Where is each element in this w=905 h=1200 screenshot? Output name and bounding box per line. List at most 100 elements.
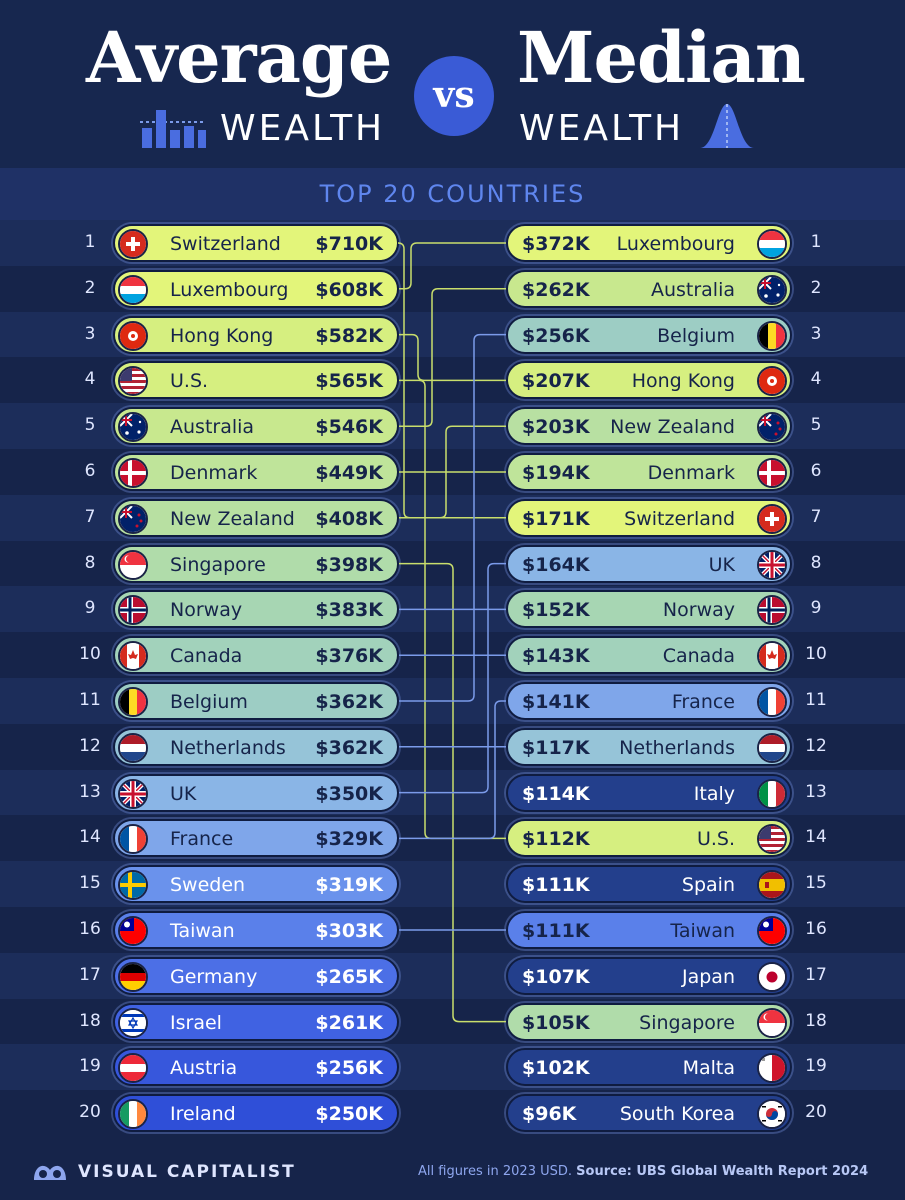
median-value-label: $203K (522, 416, 590, 439)
median-rank: 18 (805, 1010, 827, 1031)
average-rank: 12 (79, 735, 101, 756)
average-rank: 1 (84, 232, 96, 252)
title-median: Median (517, 16, 806, 99)
subtitle-wealth-left: WEALTH (220, 108, 386, 149)
median-rank: 19 (805, 1056, 827, 1077)
median-bar: $152K Norway (506, 590, 792, 629)
average-value-label: $408K (315, 507, 383, 530)
connector-uk (399, 562, 506, 794)
average-country-label: New Zealand (170, 507, 295, 530)
average-value-label: $256K (315, 1057, 383, 1080)
median-rank: 15 (805, 873, 827, 894)
median-value-label: $262K (522, 278, 590, 301)
average-bar: Taiwan $303K (113, 911, 399, 949)
flag-at-icon (118, 1053, 148, 1084)
median-rank: 1 (810, 232, 822, 252)
median-bar: $141K France (506, 682, 792, 720)
flag-nz-icon (757, 412, 787, 443)
footer-note: All figures in 2023 USD. Source: UBS Glo… (418, 1164, 868, 1179)
flag-es-icon (757, 870, 787, 901)
average-value-label: $398K (315, 553, 383, 576)
median-country-label: Switzerland (624, 507, 735, 530)
average-country-label: Netherlands (170, 736, 286, 759)
median-value-label: $107K (522, 965, 590, 988)
average-rank: 7 (84, 506, 96, 527)
flag-nl-icon (757, 732, 787, 763)
average-bar: Canada $376K (113, 636, 399, 675)
average-country-label: Canada (170, 645, 243, 668)
average-rank: 5 (84, 415, 96, 436)
median-bar: $102K Malta (506, 1048, 792, 1087)
median-rank: 10 (805, 644, 827, 665)
median-bar: $203K New Zealand (506, 407, 792, 446)
average-bar: Hong Kong $582K (113, 315, 399, 354)
average-value-label: $261K (315, 1011, 383, 1034)
median-rank: 20 (805, 1102, 827, 1123)
average-bar: Norway $383K (113, 590, 399, 629)
average-country-label: Australia (170, 416, 255, 439)
average-country-label: Denmark (170, 462, 258, 484)
median-rank: 14 (805, 827, 827, 848)
flag-hk-icon (757, 366, 787, 397)
median-value-label: $207K (522, 370, 590, 393)
median-bar: $114K Italy (506, 773, 792, 812)
flag-sg-icon (118, 549, 148, 580)
average-value-label: $265K (315, 965, 383, 988)
average-value-label: $362K (315, 691, 383, 713)
subtitle-wealth-right: WEALTH (519, 108, 685, 149)
average-country-label: Austria (170, 1057, 238, 1080)
flag-us-icon (757, 824, 787, 855)
median-bar: $117K Netherlands (506, 727, 792, 766)
median-rank: 11 (805, 690, 827, 710)
median-country-label: Spain (681, 874, 735, 897)
flag-jp-icon (757, 961, 787, 992)
average-rank: 13 (79, 781, 101, 802)
flag-be-icon (118, 687, 148, 717)
average-rank: 2 (84, 277, 96, 298)
median-country-label: New Zealand (610, 416, 735, 439)
average-bar: Denmark $449K (113, 453, 399, 491)
median-rank: 3 (810, 323, 822, 344)
average-rank: 18 (79, 1010, 101, 1031)
average-value-label: $376K (315, 645, 383, 668)
median-bar: $111K Spain (506, 865, 792, 904)
median-bar: $112K U.S. (506, 819, 792, 858)
average-rank: 11 (79, 690, 101, 710)
average-bar: Sweden $319K (113, 865, 399, 904)
average-value-label: $565K (315, 370, 383, 393)
median-rank: 8 (810, 552, 822, 573)
median-country-label: Italy (693, 782, 735, 805)
flag-lu-icon (757, 229, 787, 259)
median-bar: $143K Canada (506, 636, 792, 675)
connector-new-zealand (399, 425, 506, 519)
flag-au-icon (118, 412, 148, 443)
average-rank: 6 (84, 461, 96, 481)
median-country-label: Singapore (639, 1011, 735, 1034)
average-bar: Austria $256K (113, 1048, 399, 1087)
flag-au-icon (757, 274, 787, 305)
median-bar: $105K Singapore (506, 1002, 792, 1041)
median-country-label: Belgium (657, 324, 735, 347)
flag-ch-icon (118, 229, 148, 259)
median-bar: $372K Luxembourg (506, 224, 792, 262)
median-rank: 13 (805, 781, 827, 802)
average-value-label: $383K (315, 599, 383, 622)
median-bar: $107K Japan (506, 956, 792, 995)
connector-australia (399, 288, 506, 427)
median-value-label: $164K (522, 553, 590, 576)
flag-nz-icon (118, 503, 148, 534)
median-value-label: $143K (522, 645, 590, 668)
average-bar: UK $350K (113, 773, 399, 812)
median-bar: $194K Denmark (506, 453, 792, 491)
flag-ca-icon (757, 641, 787, 672)
flag-ie-icon (118, 1099, 148, 1130)
average-country-label: Hong Kong (170, 324, 274, 347)
median-value-label: $105K (522, 1011, 590, 1034)
average-value-label: $710K (315, 233, 383, 255)
flag-tw-icon (757, 916, 787, 946)
median-bar: $111K Taiwan (506, 911, 792, 949)
average-country-label: Sweden (170, 874, 246, 897)
average-country-label: UK (170, 782, 197, 805)
average-bar: Singapore $398K (113, 544, 399, 583)
footer-brand: VISUAL CAPITALIST (78, 1162, 296, 1182)
